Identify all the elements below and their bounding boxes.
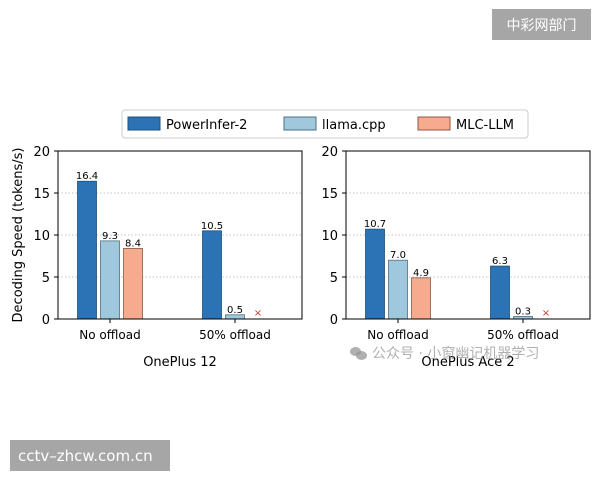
bar-powerinfer-2-50-offload — [202, 230, 222, 320]
missing-marker-mlc-llm: × — [254, 308, 262, 319]
legend-label-llamacpp: llama.cpp — [322, 118, 386, 133]
legend: PowerInfer-2 llama.cpp MLC-LLM — [121, 109, 529, 139]
y-tick-label: 0 — [330, 313, 338, 328]
plot-frame — [57, 150, 303, 320]
y-tick-label: 15 — [33, 187, 50, 202]
bar-powerinfer-2-no-offload — [77, 180, 97, 320]
data-label-powerinfer-2-50-offload: 6.3 — [492, 256, 508, 267]
y-tick-label: 20 — [33, 145, 50, 160]
missing-marker-mlc-llm: × — [542, 308, 550, 319]
bar-mlc-llm-no-offload — [123, 248, 143, 320]
y-tick-label: 5 — [330, 271, 338, 286]
y-tick-label: 10 — [321, 229, 338, 244]
x-axis-label: OnePlus Ace 2 — [421, 355, 514, 370]
watermark-wechat: 公众号 · 小窗幽记机器学习 — [350, 343, 539, 363]
x-tick-label-no-offload: No offload — [367, 328, 428, 342]
bar-llama-cpp-no-offload — [388, 259, 408, 320]
bar-powerinfer-2-50-offload — [490, 265, 510, 320]
y-tick-label: 15 — [321, 187, 338, 202]
bar-powerinfer-2-no-offload — [365, 228, 385, 320]
data-label-llama-cpp-no-offload: 7.0 — [390, 250, 406, 261]
legend-label-mlcllm: MLC-LLM — [456, 118, 514, 133]
data-label-mlc-llm-no-offload: 4.9 — [413, 268, 429, 279]
y-tick-label: 10 — [33, 229, 50, 244]
legend-label-powerinfer2: PowerInfer-2 — [166, 118, 247, 133]
y-tick-label: 5 — [42, 271, 50, 286]
chart-panel-oneplus-12: 0 5 10 15 20 16.4 10.5 9.3 0.5 8.4 × No offload 50% … — [33, 145, 303, 370]
data-label-llama-cpp-no-offload: 9.3 — [102, 231, 118, 242]
plot-frame — [345, 150, 591, 320]
watermark-wechat-text: 公众号 · 小窗幽记机器学习 — [372, 346, 540, 362]
data-label-powerinfer-2-no-offload: 10.7 — [364, 219, 386, 230]
data-label-llama-cpp-50-offload: 0.5 — [227, 305, 243, 316]
data-label-mlc-llm-no-offload: 8.4 — [125, 238, 141, 249]
legend-swatch-llamacpp — [283, 116, 317, 131]
x-tick-label-no-offload: No offload — [79, 328, 140, 342]
y-tick-label: 0 — [42, 313, 50, 328]
data-label-llama-cpp-50-offload: 0.3 — [515, 306, 531, 317]
x-axis-label: OnePlus 12 — [143, 355, 217, 370]
bar-mlc-llm-no-offload — [411, 277, 431, 320]
y-axis-label: Decoding Speed (tokens/s) — [11, 148, 26, 323]
chart-panel-oneplus-ace-2: 0 5 10 15 20 10.7 6.3 7.0 0.3 4.9 × No offload 50% o… — [321, 145, 591, 370]
legend-swatch-mlcllm — [417, 116, 451, 131]
x-tick-label-50-offload: 50% offload — [487, 328, 559, 342]
watermark-top-right: 中彩网部门 — [492, 9, 591, 40]
bar-llama-cpp-no-offload — [100, 240, 120, 320]
legend-swatch-powerinfer2 — [127, 116, 161, 131]
wechat-icon — [350, 346, 368, 360]
y-tick-label: 20 — [321, 145, 338, 160]
data-label-powerinfer-2-50-offload: 10.5 — [201, 221, 223, 232]
watermark-bottom-left: cctv–zhcw.com.cn — [10, 440, 170, 471]
data-label-powerinfer-2-no-offload: 16.4 — [76, 171, 98, 182]
x-tick-label-50-offload: 50% offload — [199, 328, 271, 342]
